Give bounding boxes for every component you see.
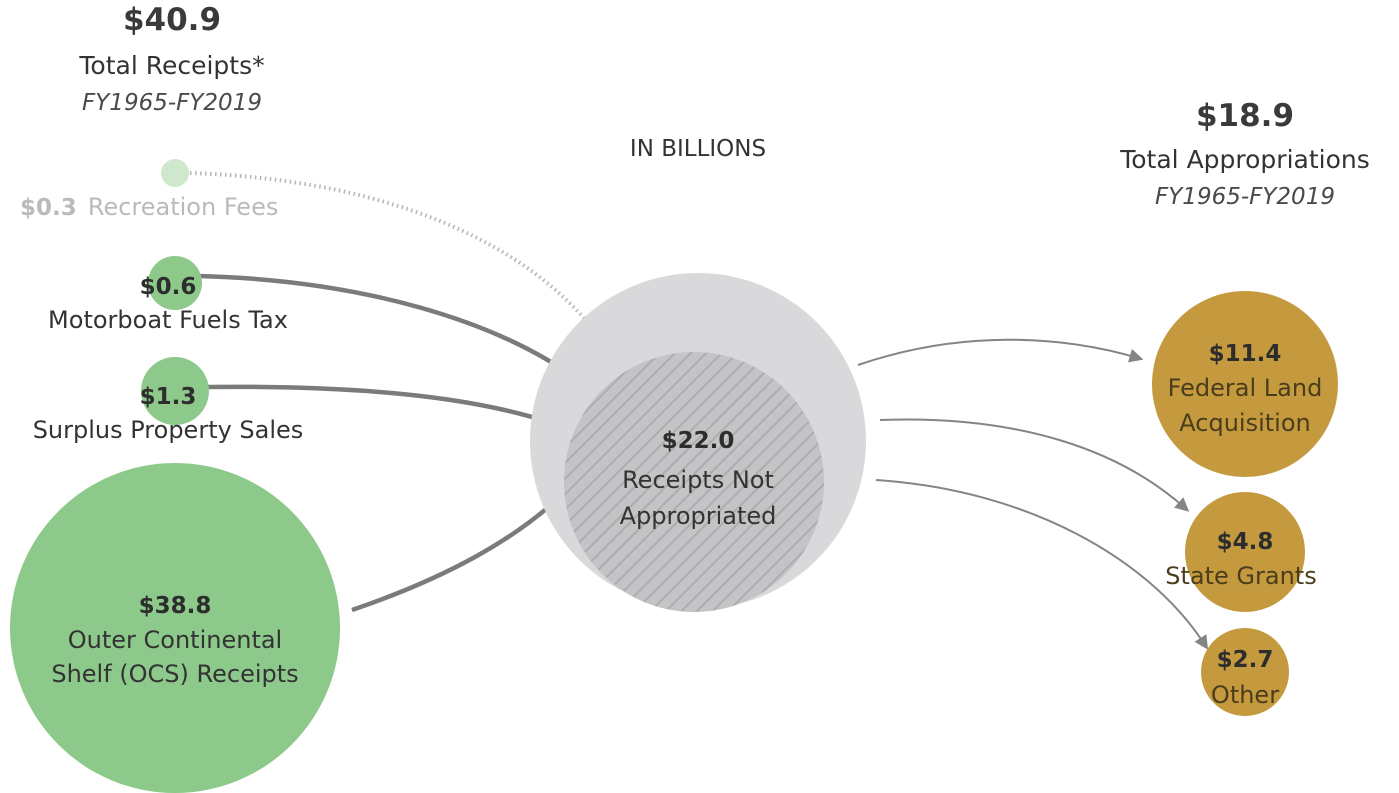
destination-circle-other: [1201, 628, 1289, 716]
center-label-line1: Receipts Not: [622, 466, 774, 494]
source-circle-recreation-fees: [161, 159, 189, 187]
receipts-title: Total Receipts*: [78, 51, 264, 80]
source-label-ocs-line2: Shelf (OCS) Receipts: [51, 660, 298, 688]
source-value: $0.3: [20, 195, 77, 221]
receipts-total: $40.9: [123, 2, 221, 38]
flow-to-other: [875, 479, 1209, 650]
destination-label-federal-land-line2: Acquisition: [1179, 409, 1310, 437]
source-value-ocs-receipts: $38.8: [139, 593, 212, 619]
source-label-ocs-line1: Outer Continental: [68, 626, 282, 654]
destination-value-federal-land: $11.4: [1209, 341, 1282, 367]
source-value-motorboat-fuels: $0.6: [140, 274, 197, 300]
appropriations-period: FY1965-FY2019: [1155, 184, 1335, 210]
appropriations-total: $18.9: [1196, 98, 1294, 134]
flow-to-state-grants: [879, 418, 1190, 512]
destination-label-state-grants: State Grants: [1165, 562, 1316, 590]
flow-motorboat-fuels: [197, 273, 591, 389]
center-circle-receipts-not-appropriated: [564, 352, 824, 612]
destination-value-other: $2.7: [1217, 647, 1274, 673]
source-value-surplus-property: $1.3: [140, 384, 197, 410]
flow-to-federal-land: [857, 338, 1144, 366]
center-label-line2: Appropriated: [620, 502, 777, 530]
receipts-period: FY1965-FY2019: [82, 90, 262, 116]
destination-value-state-grants: $4.8: [1217, 529, 1274, 555]
source-circle-ocs-receipts: [10, 463, 340, 793]
source-name: Recreation Fees: [88, 193, 279, 221]
source-circle-surplus-property: [141, 357, 209, 425]
destination-circle-federal-land: [1152, 291, 1338, 477]
source-label-surplus-property: Surplus Property Sales: [33, 416, 304, 444]
destination-circle-state-grants: [1185, 492, 1305, 612]
source-circle-motorboat-fuels: [148, 256, 202, 310]
destination-label-federal-land-line1: Federal Land: [1168, 374, 1323, 402]
source-label-motorboat-fuels: Motorboat Fuels Tax: [48, 306, 288, 334]
center-value: $22.0: [662, 428, 735, 454]
destination-label-other: Other: [1211, 681, 1279, 709]
appropriations-title: Total Appropriations: [1119, 145, 1370, 174]
source-label-recreation-fees: $0.3 Recreation Fees: [20, 193, 278, 221]
units-label: IN BILLIONS: [630, 136, 766, 162]
